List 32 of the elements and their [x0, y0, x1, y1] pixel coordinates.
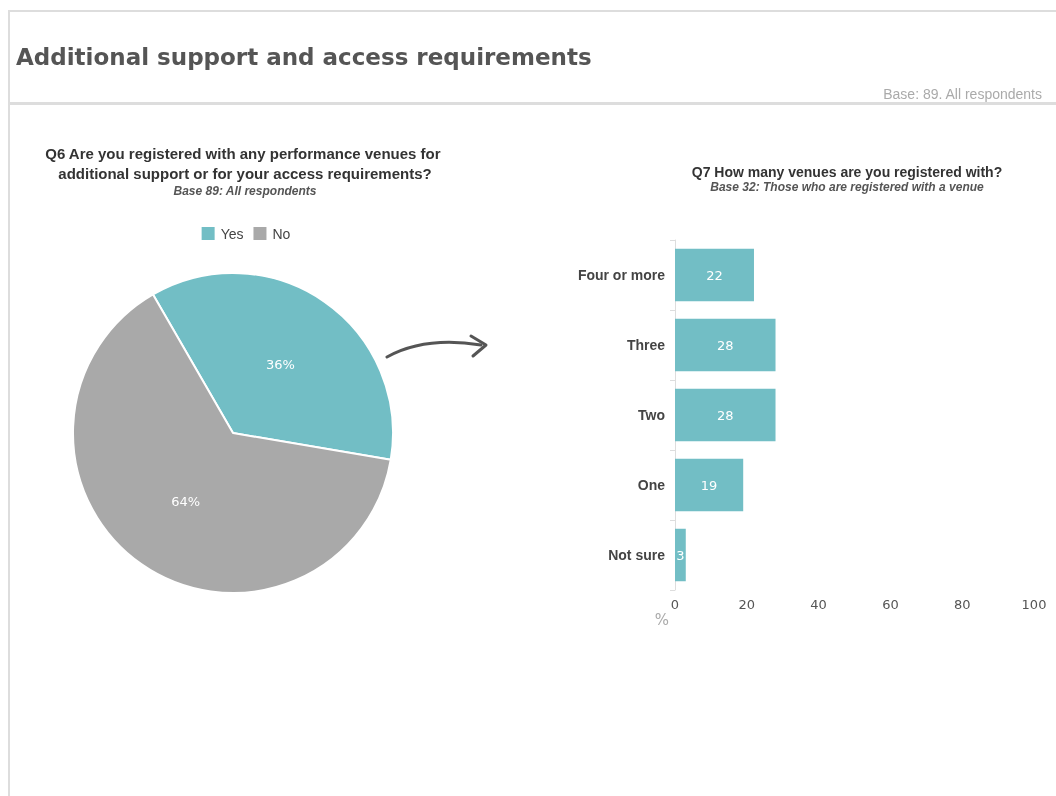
x-tick-label: 100 [1021, 597, 1047, 612]
bar [675, 388, 776, 442]
chart-subtitle: Base 89: All respondents [173, 184, 317, 198]
bar [675, 318, 776, 372]
data-label: 28 [716, 337, 734, 353]
chart-subtitle: Base 32: Those who are registered with a venue [710, 180, 985, 194]
data-label: 36% [265, 357, 295, 373]
y-tick-label: Two [638, 407, 665, 423]
x-tick-label: 60 [882, 597, 899, 612]
data-label: 64% [171, 493, 201, 509]
text: Additional support and access requirements [16, 44, 592, 70]
data-label: 28 [716, 407, 734, 423]
x-tick-label: 0 [670, 597, 680, 612]
data-label: 3 [676, 547, 685, 563]
y-tick-label: Three [626, 337, 666, 353]
x-tick-label: 40 [810, 597, 827, 612]
y-tick-label: One [637, 477, 666, 493]
legend-label: Yes [220, 225, 244, 242]
x-tick-label: 20 [738, 597, 756, 612]
y-tick-label: Not sure [608, 547, 666, 563]
chart-title: Q7 How many venues are you registered with? [691, 164, 1003, 180]
y-tick-label: Four or more [577, 267, 666, 283]
legend-label: No [272, 225, 291, 242]
data-label: 19 [700, 477, 718, 493]
x-tick-label: 80 [953, 597, 971, 612]
bar [675, 458, 744, 512]
data-label: 22 [706, 267, 723, 283]
chart-title: Q6 Are you registered with any performance venues for additional support or for your access requirements? [45, 144, 445, 182]
text: Base: 89. All respondents [883, 86, 1042, 102]
bar [675, 528, 686, 582]
bar [675, 248, 754, 302]
x-axis-title: % [654, 610, 669, 629]
